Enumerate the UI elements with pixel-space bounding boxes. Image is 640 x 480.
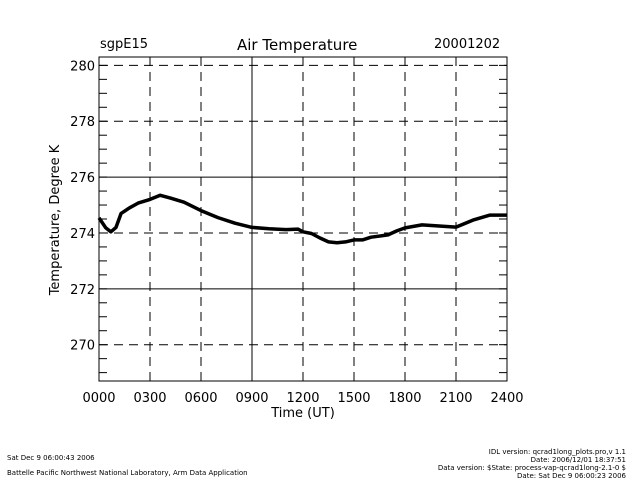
y-tick-label: 276	[70, 171, 95, 186]
y-tick-label: 274	[70, 227, 95, 242]
x-tick-label: 1200	[286, 391, 319, 406]
y-tick-labels: 270 272 274 276 278 280	[70, 59, 95, 353]
plot-frame	[98, 56, 508, 382]
x-axis-label: Time (UT)	[270, 406, 335, 421]
x-tick-labels: 0000 0300 0600 0900 1200 1500 1800 2100 2400	[82, 391, 523, 406]
x-tick-label: 1500	[337, 391, 370, 406]
x-tick-label: 0300	[133, 391, 166, 406]
y-tick-label: 270	[70, 339, 95, 354]
site-label: sgpE15	[100, 37, 149, 52]
footer-timestamp: Sat Dec 9 06:00:43 2006	[7, 454, 95, 462]
y-tick-label: 278	[70, 115, 95, 130]
series-line-air-temperature	[97, 193, 507, 245]
x-tick-label: 0600	[184, 391, 217, 406]
x-tick-label: 1800	[388, 391, 421, 406]
y-tick-label: 272	[70, 283, 95, 298]
footer-data-date: Date: Sat Dec 9 06:00:23 2006	[517, 472, 626, 480]
x-tick-label: 2400	[490, 391, 523, 406]
axis-ticks	[99, 64, 507, 374]
chart-title: Air Temperature	[237, 36, 358, 54]
footer-idl-date: Date: 2006/12/01 18:37:51	[530, 456, 626, 464]
date-label: 20001202	[434, 37, 501, 52]
footer-organization: Battelle Pacific Northwest National Labo…	[7, 469, 248, 477]
y-tick-label: 280	[70, 59, 95, 74]
footer-idl-version: IDL version: qcrad1long_plots.pro,v 1.1	[488, 448, 626, 456]
x-tick-label: 0900	[235, 391, 268, 406]
grid-lines	[99, 57, 507, 381]
x-tick-label: 2100	[439, 391, 472, 406]
x-tick-label: 0000	[82, 391, 115, 406]
footer-data-version: Data version: $State: process-vap-qcrad1…	[437, 464, 626, 472]
y-axis-label: Temperature, Degree K	[48, 144, 63, 296]
